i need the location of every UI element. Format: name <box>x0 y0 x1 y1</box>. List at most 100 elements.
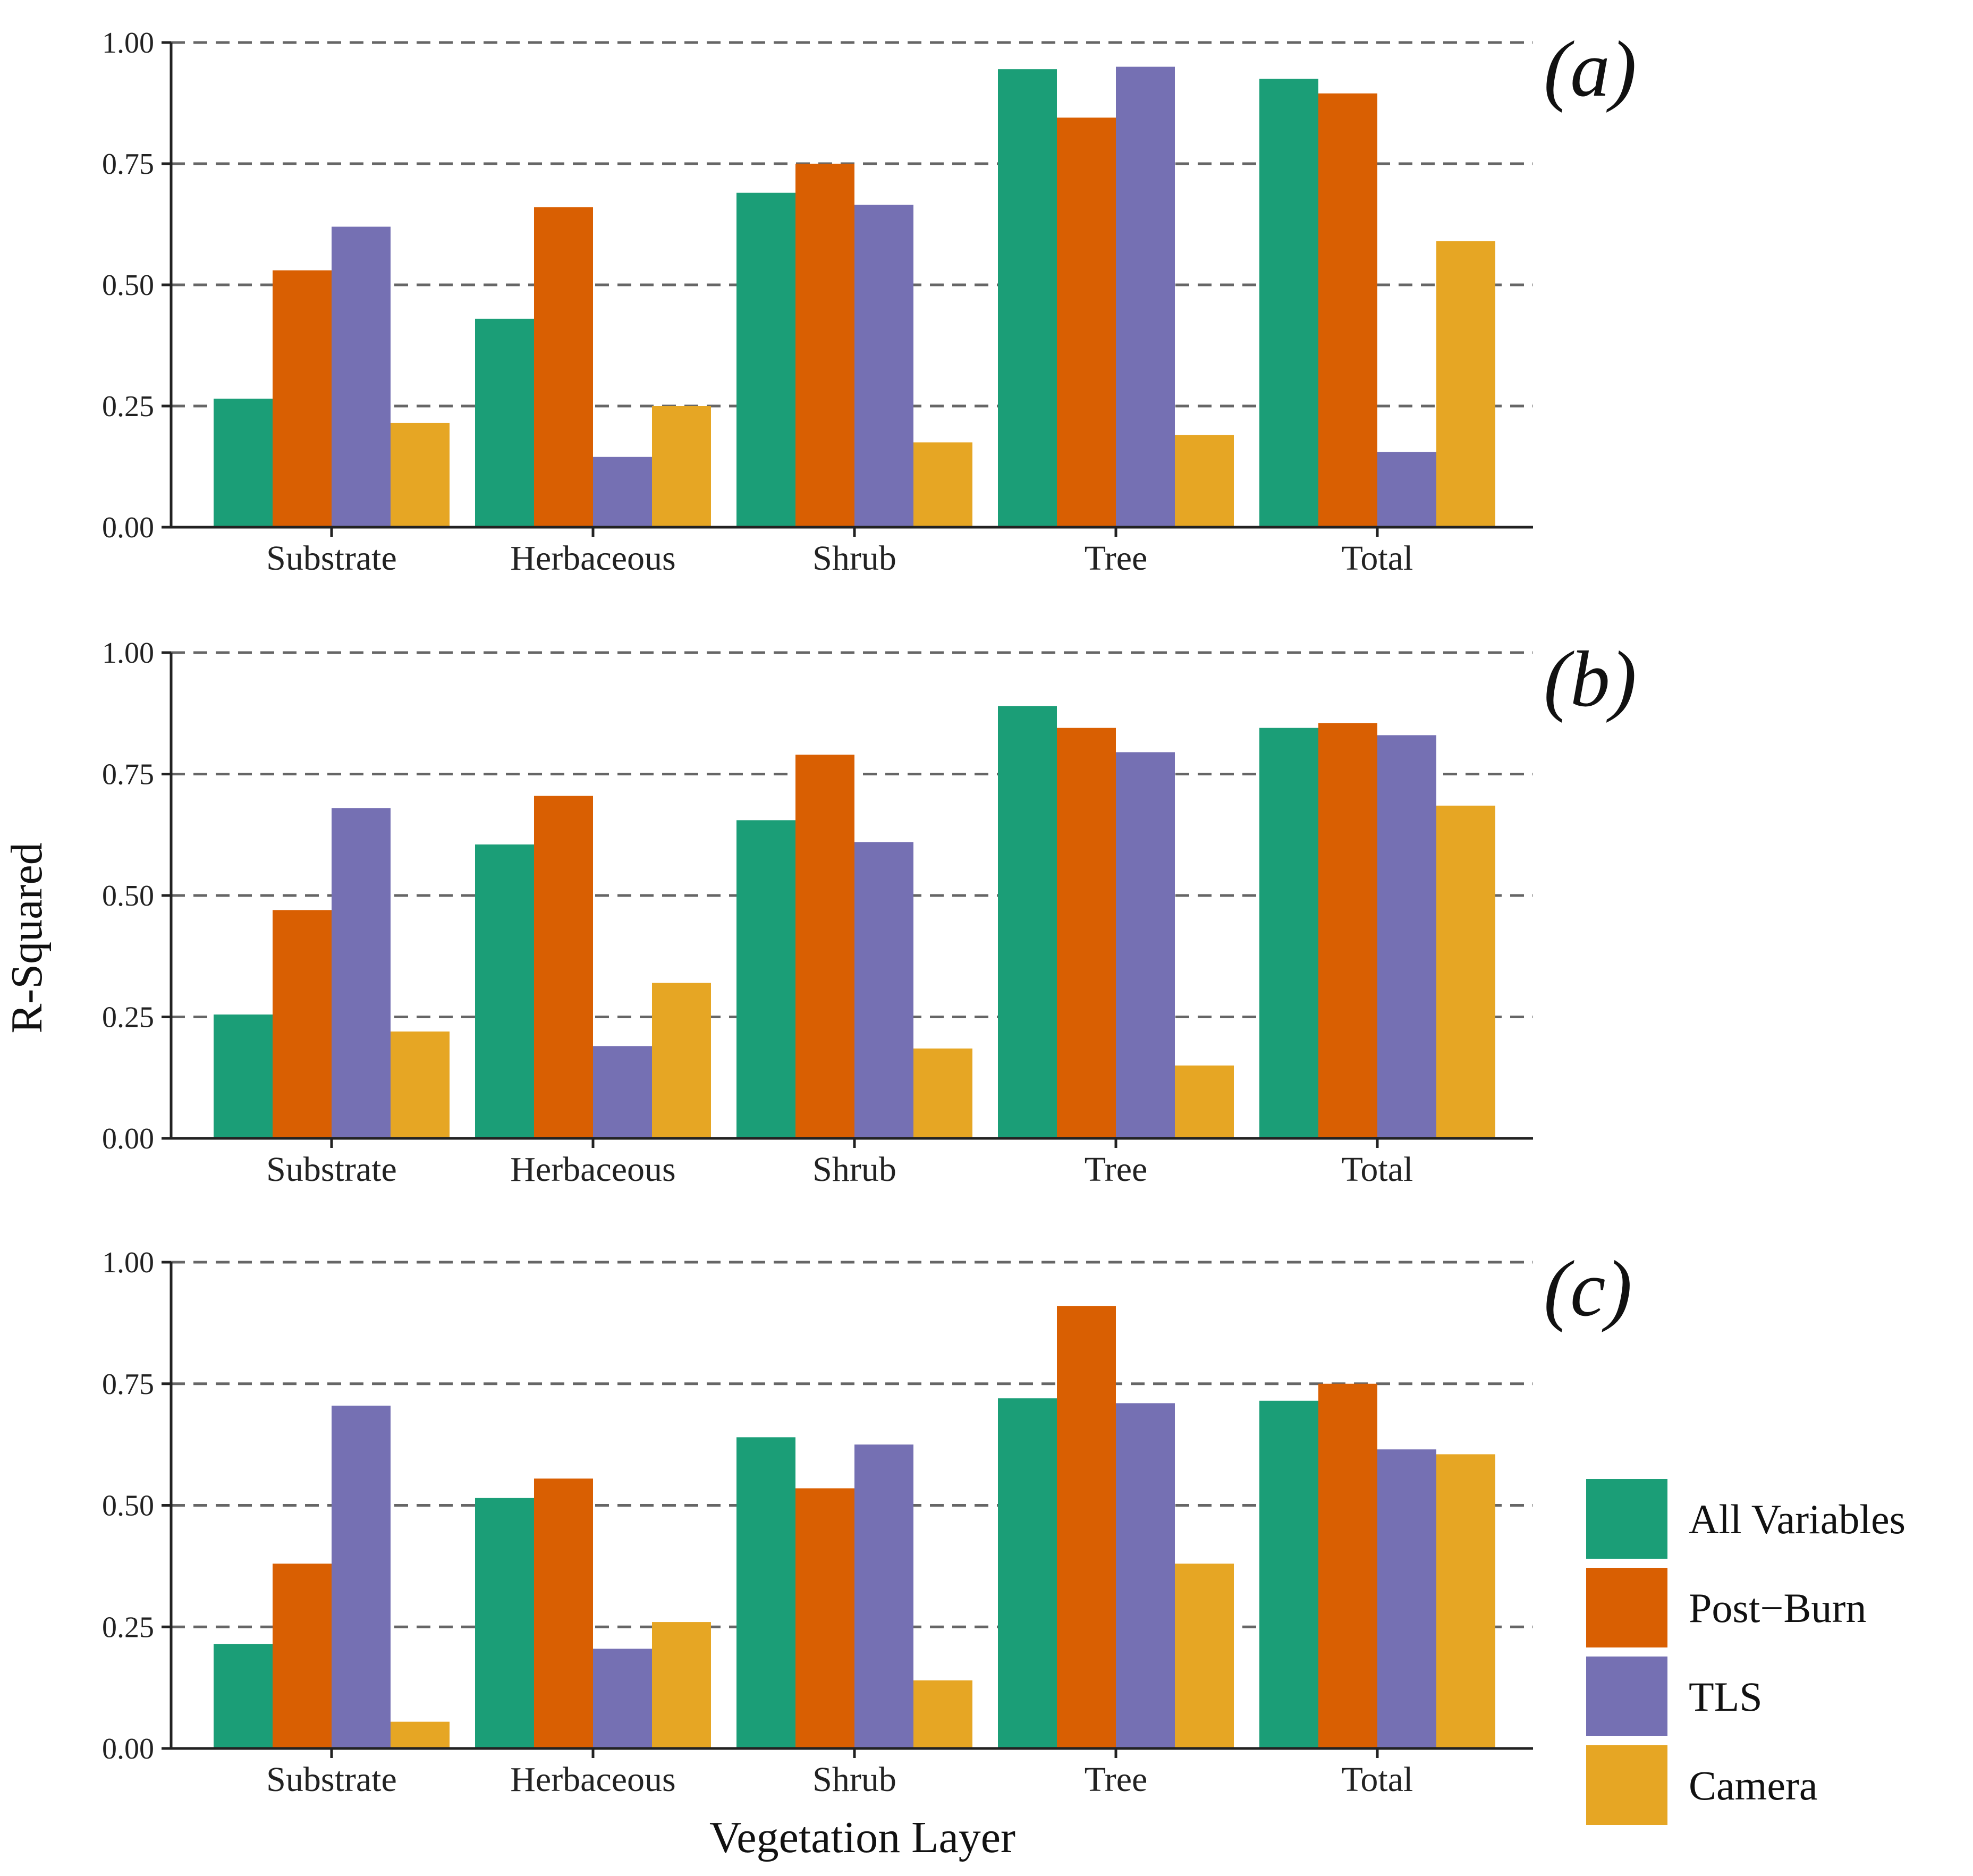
bar-b-substrate-0 <box>214 1014 273 1138</box>
legend-label: TLS <box>1689 1674 1763 1720</box>
bar-c-tree-3 <box>1175 1564 1234 1748</box>
x-tick-label: Substrate <box>266 1150 397 1189</box>
bar-a-tree-0 <box>998 69 1057 527</box>
bar-b-total-3 <box>1436 805 1495 1138</box>
bar-b-shrub-3 <box>913 1048 972 1138</box>
bar-a-tree-3 <box>1175 435 1234 527</box>
bar-c-herbaceous-0 <box>475 1498 534 1748</box>
panel-c: 0.00 0.25 0.50 0.75 1.00 Substrate Herbaceous S… <box>102 1245 1632 1799</box>
bar-a-shrub-2 <box>854 205 913 527</box>
legend-swatch <box>1586 1479 1667 1559</box>
bar-c-tree-2 <box>1116 1403 1175 1748</box>
bar-c-substrate-2 <box>332 1405 391 1748</box>
bar-c-substrate-1 <box>273 1564 332 1748</box>
bar-c-substrate-0 <box>214 1644 273 1748</box>
x-tick-label: Herbaceous <box>510 539 676 578</box>
y-tick-label: 0.50 <box>102 1490 154 1523</box>
x-tick-label: Substrate <box>266 1760 397 1799</box>
bar-c-shrub-0 <box>736 1437 795 1748</box>
bar-b-tree-3 <box>1175 1065 1234 1138</box>
y-tick-label: 0.25 <box>102 1001 154 1034</box>
x-tick-label: Tree <box>1085 1150 1148 1189</box>
x-tick-label: Shrub <box>812 1150 896 1189</box>
panel-label: (b) <box>1544 635 1637 723</box>
y-tick-label: 1.00 <box>102 637 154 670</box>
bar-c-herbaceous-3 <box>652 1622 711 1748</box>
legend-label: Camera <box>1689 1762 1818 1809</box>
y-axis-title: R-Squared <box>2 842 52 1033</box>
bar-c-total-3 <box>1436 1454 1495 1748</box>
bar-a-total-0 <box>1259 79 1318 527</box>
bar-a-total-2 <box>1377 452 1436 527</box>
bar-b-shrub-1 <box>795 754 854 1138</box>
bar-a-total-3 <box>1436 241 1495 527</box>
bar-b-substrate-1 <box>273 910 332 1138</box>
legend: All Variables Post−Burn TLS Camera <box>1586 1479 1906 1825</box>
bar-a-shrub-1 <box>795 164 854 527</box>
bar-a-herbaceous-0 <box>475 318 534 527</box>
bar-b-herbaceous-3 <box>652 983 711 1138</box>
bar-c-substrate-3 <box>391 1721 450 1748</box>
bar-b-total-1 <box>1318 723 1377 1138</box>
y-tick-label: 0.00 <box>102 511 154 544</box>
bar-b-total-0 <box>1259 728 1318 1138</box>
panel-label: (c) <box>1544 1245 1632 1333</box>
bar-b-tree-2 <box>1116 752 1175 1138</box>
bar-a-herbaceous-2 <box>593 457 652 527</box>
legend-label: All Variables <box>1689 1496 1906 1542</box>
legend-label: Post−Burn <box>1689 1585 1866 1631</box>
x-axis-title: Vegetation Layer <box>709 1813 1015 1862</box>
x-tick-label: Shrub <box>812 539 896 578</box>
panel-a: 0.00 0.25 0.50 0.75 1.00 Substrate Herbaceous S… <box>102 25 1637 578</box>
bar-a-herbaceous-1 <box>534 207 593 528</box>
x-tick-label: Tree <box>1085 539 1148 578</box>
bar-a-substrate-3 <box>391 422 450 527</box>
x-tick-label: Tree <box>1085 1760 1148 1799</box>
bar-c-shrub-1 <box>795 1488 854 1748</box>
legend-swatch <box>1586 1568 1667 1647</box>
bar-b-substrate-3 <box>391 1031 450 1138</box>
x-tick-label: Total <box>1342 539 1413 578</box>
x-tick-label: Shrub <box>812 1760 896 1799</box>
bar-c-herbaceous-2 <box>593 1649 652 1748</box>
bar-b-total-2 <box>1377 735 1436 1138</box>
x-tick-label: Total <box>1342 1150 1413 1189</box>
bar-a-substrate-1 <box>273 270 332 527</box>
x-tick-label: Total <box>1342 1760 1413 1799</box>
y-tick-label: 1.00 <box>102 1246 154 1279</box>
bar-c-shrub-3 <box>913 1680 972 1748</box>
bar-c-total-1 <box>1318 1383 1377 1748</box>
legend-swatch <box>1586 1745 1667 1825</box>
bar-b-herbaceous-1 <box>534 796 593 1138</box>
bar-a-herbaceous-3 <box>652 406 711 527</box>
y-tick-label: 0.00 <box>102 1122 154 1155</box>
bar-c-total-0 <box>1259 1400 1318 1748</box>
bar-a-tree-1 <box>1057 117 1116 528</box>
bar-a-total-1 <box>1318 93 1377 527</box>
bar-b-shrub-0 <box>736 820 795 1138</box>
bar-a-substrate-0 <box>214 399 273 527</box>
y-tick-label: 0.75 <box>102 1368 154 1401</box>
bar-c-tree-0 <box>998 1398 1057 1748</box>
y-tick-label: 0.50 <box>102 269 154 302</box>
panel-label: (a) <box>1544 25 1637 113</box>
panel-b: 0.00 0.25 0.50 0.75 1.00 Substrate Herbaceous S… <box>102 635 1637 1189</box>
legend-swatch <box>1586 1657 1667 1736</box>
y-tick-label: 0.75 <box>102 148 154 181</box>
bar-a-shrub-0 <box>736 192 795 528</box>
y-tick-label: 0.00 <box>102 1733 154 1765</box>
bar-c-herbaceous-1 <box>534 1478 593 1748</box>
bar-c-tree-1 <box>1057 1306 1116 1748</box>
bar-b-tree-1 <box>1057 728 1116 1138</box>
y-tick-label: 0.50 <box>102 880 154 912</box>
x-tick-label: Herbaceous <box>510 1150 676 1189</box>
y-tick-label: 0.25 <box>102 390 154 423</box>
bar-b-substrate-2 <box>332 808 391 1138</box>
y-tick-label: 0.75 <box>102 758 154 791</box>
bar-b-shrub-2 <box>854 842 913 1138</box>
bar-c-shrub-2 <box>854 1444 913 1748</box>
x-tick-label: Herbaceous <box>510 1760 676 1799</box>
bar-a-tree-2 <box>1116 66 1175 528</box>
